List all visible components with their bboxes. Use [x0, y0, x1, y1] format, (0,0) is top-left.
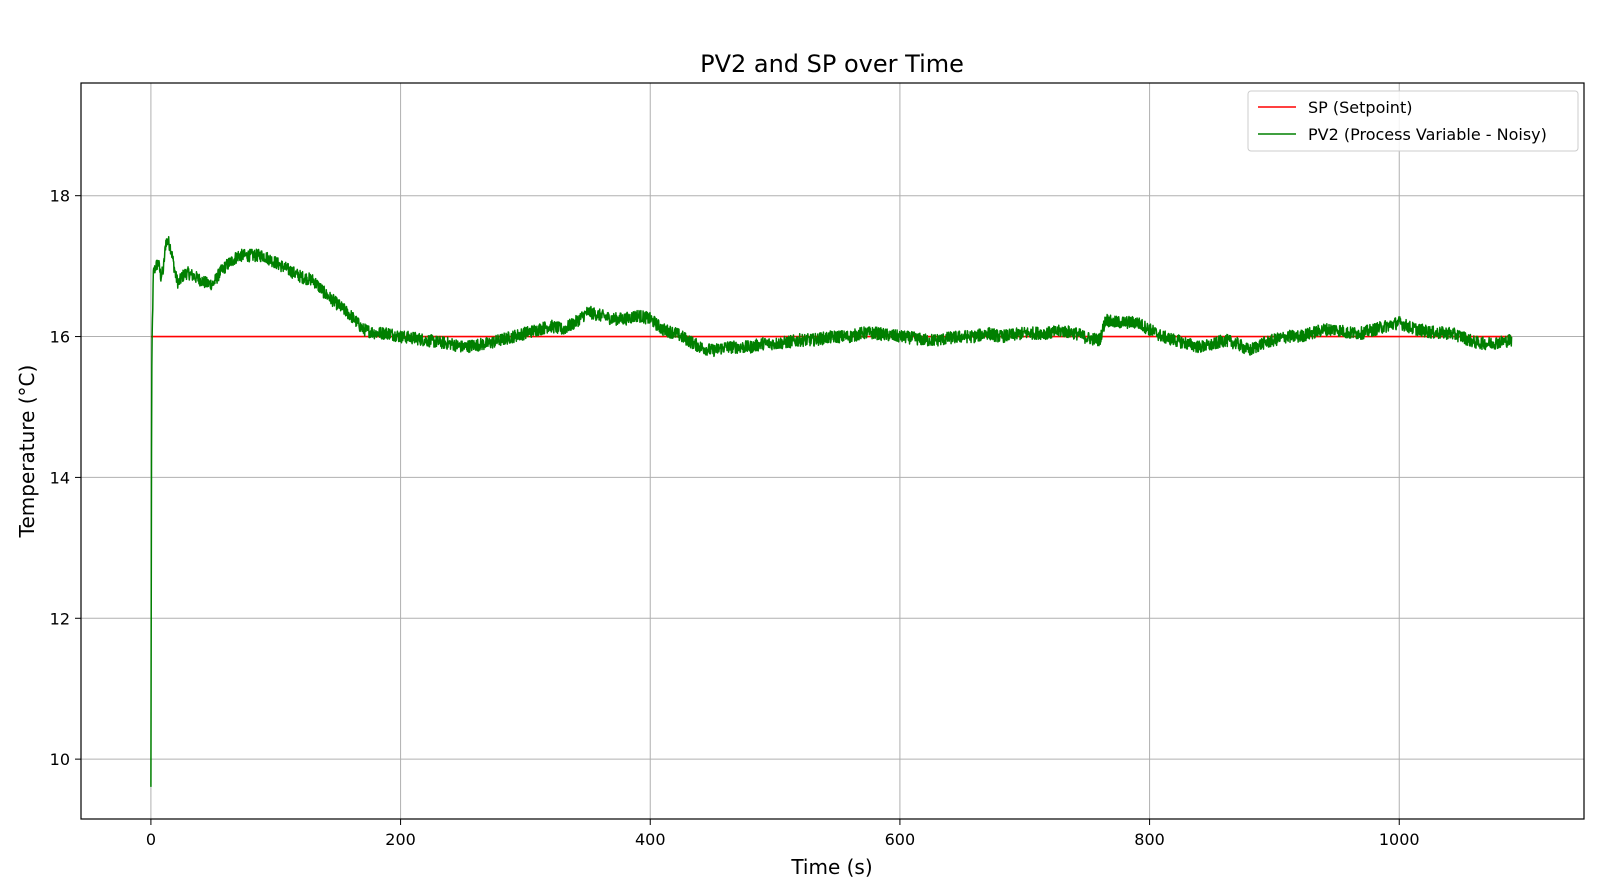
- x-axis-label: Time (s): [790, 855, 872, 879]
- legend-label: SP (Setpoint): [1308, 98, 1412, 117]
- y-tick-label: 12: [50, 609, 70, 628]
- legend-box: [1247, 90, 1579, 152]
- legend: SP (Setpoint) PV2 (Process Variable - Noi…: [1247, 90, 1579, 152]
- y-axis-label: Temperature (°C): [15, 365, 39, 539]
- y-axis: 10 12 14 16 18: [50, 187, 81, 769]
- chart-title: PV2 and SP over Time: [700, 50, 964, 78]
- plot-area: [150, 235, 1513, 787]
- x-tick-label: 1000: [1379, 830, 1420, 849]
- y-tick-label: 16: [50, 328, 70, 347]
- x-tick-label: 400: [635, 830, 666, 849]
- x-tick-label: 800: [1134, 830, 1165, 849]
- y-tick-label: 10: [50, 750, 70, 769]
- series-line-pv2: [150, 235, 1513, 787]
- plot-frame: [80, 82, 1585, 820]
- legend-label: PV2 (Process Variable - Noisy): [1308, 125, 1547, 144]
- y-tick-label: 14: [50, 468, 70, 487]
- x-tick-label: 200: [385, 830, 416, 849]
- x-tick-label: 0: [146, 830, 156, 849]
- x-tick-label: 600: [885, 830, 916, 849]
- x-axis: 0 200 400 600 800 1000: [146, 819, 1420, 849]
- y-tick-label: 18: [50, 187, 70, 206]
- grid: [81, 83, 1584, 819]
